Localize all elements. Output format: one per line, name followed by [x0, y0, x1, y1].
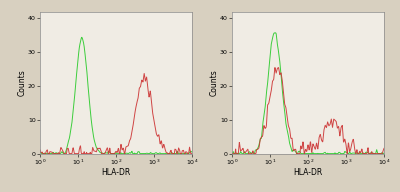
Y-axis label: Counts: Counts	[18, 69, 26, 96]
X-axis label: HLA-DR: HLA-DR	[293, 168, 323, 177]
X-axis label: HLA-DR: HLA-DR	[101, 168, 131, 177]
Y-axis label: Counts: Counts	[210, 69, 218, 96]
